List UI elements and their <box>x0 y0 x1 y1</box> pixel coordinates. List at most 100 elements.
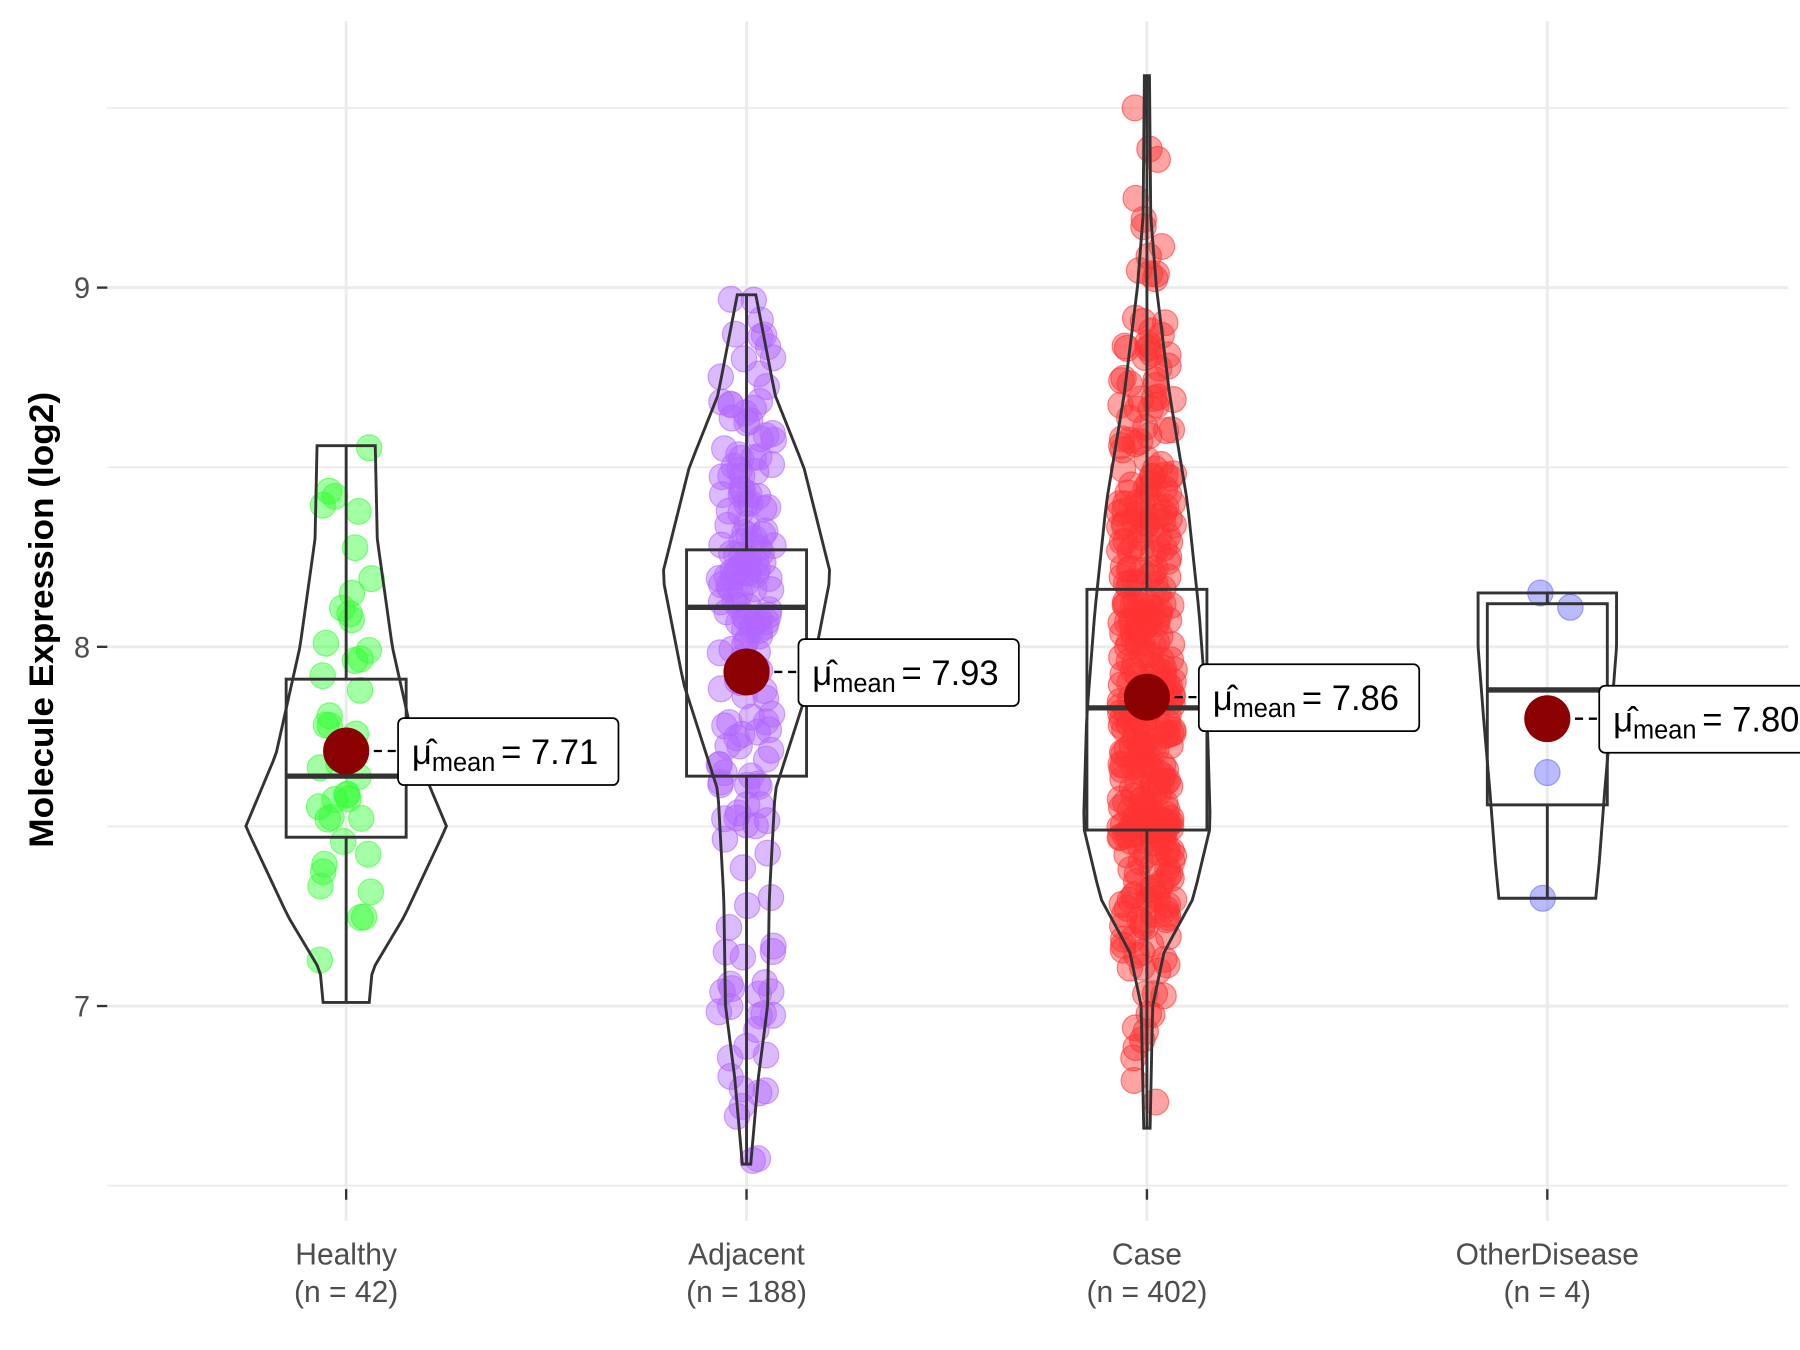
data-point <box>1157 646 1185 674</box>
data-point <box>729 477 757 505</box>
data-point <box>1138 462 1166 490</box>
data-point <box>347 645 374 673</box>
data-point <box>1110 511 1138 539</box>
mean-subscript: mean <box>432 749 495 777</box>
data-point <box>1144 534 1171 562</box>
data-point <box>709 978 736 1006</box>
data-point <box>1154 862 1182 890</box>
data-point <box>1152 417 1180 445</box>
data-point <box>1113 841 1140 869</box>
data-point <box>305 793 333 821</box>
mean-point <box>723 648 770 696</box>
data-point <box>759 419 786 447</box>
x-tick-label: Case <box>1112 1238 1182 1271</box>
data-point <box>311 850 338 878</box>
y-tick-label: 7 <box>74 991 90 1023</box>
mean-subscript: mean <box>1633 716 1696 744</box>
mean-label-text: μ̂mean = 7.86 <box>1213 679 1399 723</box>
data-point <box>1534 759 1561 787</box>
x-tick-label: Healthy <box>295 1238 398 1271</box>
violin-outline <box>1476 591 1618 900</box>
data-point <box>705 564 733 592</box>
data-point <box>355 636 383 664</box>
group-adjacent: μ̂mean = 7.93 <box>662 285 1020 1174</box>
data-point <box>1123 941 1150 969</box>
data-point <box>312 629 340 657</box>
data-point <box>357 878 385 906</box>
data-point <box>329 827 357 855</box>
mean-subscript: mean <box>1233 695 1296 723</box>
data-point <box>1109 660 1137 688</box>
data-point <box>718 975 746 1003</box>
data-point <box>716 574 744 602</box>
mean-label-box <box>1197 663 1421 733</box>
data-point <box>1157 591 1185 619</box>
x-tick-label: Adjacent <box>688 1238 805 1271</box>
data-point <box>745 360 773 388</box>
data-point <box>1138 317 1165 345</box>
data-point <box>1115 648 1143 676</box>
y-tick-label: 9 <box>74 273 90 305</box>
mean-label-box <box>1598 684 1800 754</box>
data-point <box>720 563 747 591</box>
y-tick-label: 8 <box>74 632 90 664</box>
group-healthy: μ̂mean = 7.71 <box>244 434 620 1004</box>
data-point <box>1128 534 1156 562</box>
data-point <box>717 1062 744 1090</box>
data-point <box>315 477 343 505</box>
data-point <box>716 709 743 737</box>
data-point <box>1120 882 1147 910</box>
data-point <box>309 858 337 886</box>
data-point <box>1134 752 1162 780</box>
data-point <box>1129 909 1156 937</box>
data-point <box>1126 428 1154 456</box>
data-point <box>1152 768 1180 796</box>
violin-outline <box>244 444 448 1004</box>
data-point <box>1129 489 1156 517</box>
data-point <box>1134 603 1161 631</box>
mean-label: μ̂mean = 7.80 <box>1598 684 1800 754</box>
data-point <box>752 684 780 712</box>
data-point <box>757 576 785 604</box>
data-point <box>1124 769 1151 797</box>
data-point <box>1143 503 1171 531</box>
data-point <box>715 913 743 941</box>
data-point <box>708 388 735 416</box>
violin-outline <box>1082 74 1212 1130</box>
group-case: μ̂mean = 7.86 <box>1082 74 1421 1130</box>
data-point <box>1130 814 1158 842</box>
data-point <box>717 390 744 418</box>
data-point <box>1154 891 1182 919</box>
data-point <box>1110 364 1137 392</box>
data-point <box>1113 735 1140 763</box>
data-point <box>1148 233 1176 261</box>
mean-point <box>1123 673 1170 721</box>
data-point <box>335 785 362 813</box>
data-point <box>1113 894 1141 922</box>
data-point <box>706 639 734 667</box>
data-point <box>717 285 745 313</box>
mean-label-text: μ̂mean = 7.71 <box>412 733 598 777</box>
data-point <box>752 1077 779 1105</box>
data-point <box>309 662 336 690</box>
data-point <box>725 441 752 469</box>
data-point <box>744 1145 772 1173</box>
data-point <box>758 451 786 479</box>
data-point <box>328 594 356 622</box>
data-point <box>321 786 348 814</box>
data-point <box>338 579 366 607</box>
data-point <box>338 606 366 634</box>
mean-point <box>323 727 370 775</box>
x-tick-count: (n = 402) <box>1086 1276 1207 1309</box>
data-point <box>1142 555 1169 583</box>
mean-value: = 7.86 <box>1302 679 1399 718</box>
mean-label-box <box>797 638 1020 707</box>
data-point <box>757 736 785 764</box>
group-otherdisease: μ̂mean = 7.80 <box>1476 579 1800 912</box>
data-point <box>1109 553 1137 581</box>
violin-outline <box>662 293 831 1166</box>
data-point <box>708 481 736 509</box>
data-point <box>752 745 780 773</box>
data-point <box>754 839 781 867</box>
data-point <box>341 534 369 562</box>
